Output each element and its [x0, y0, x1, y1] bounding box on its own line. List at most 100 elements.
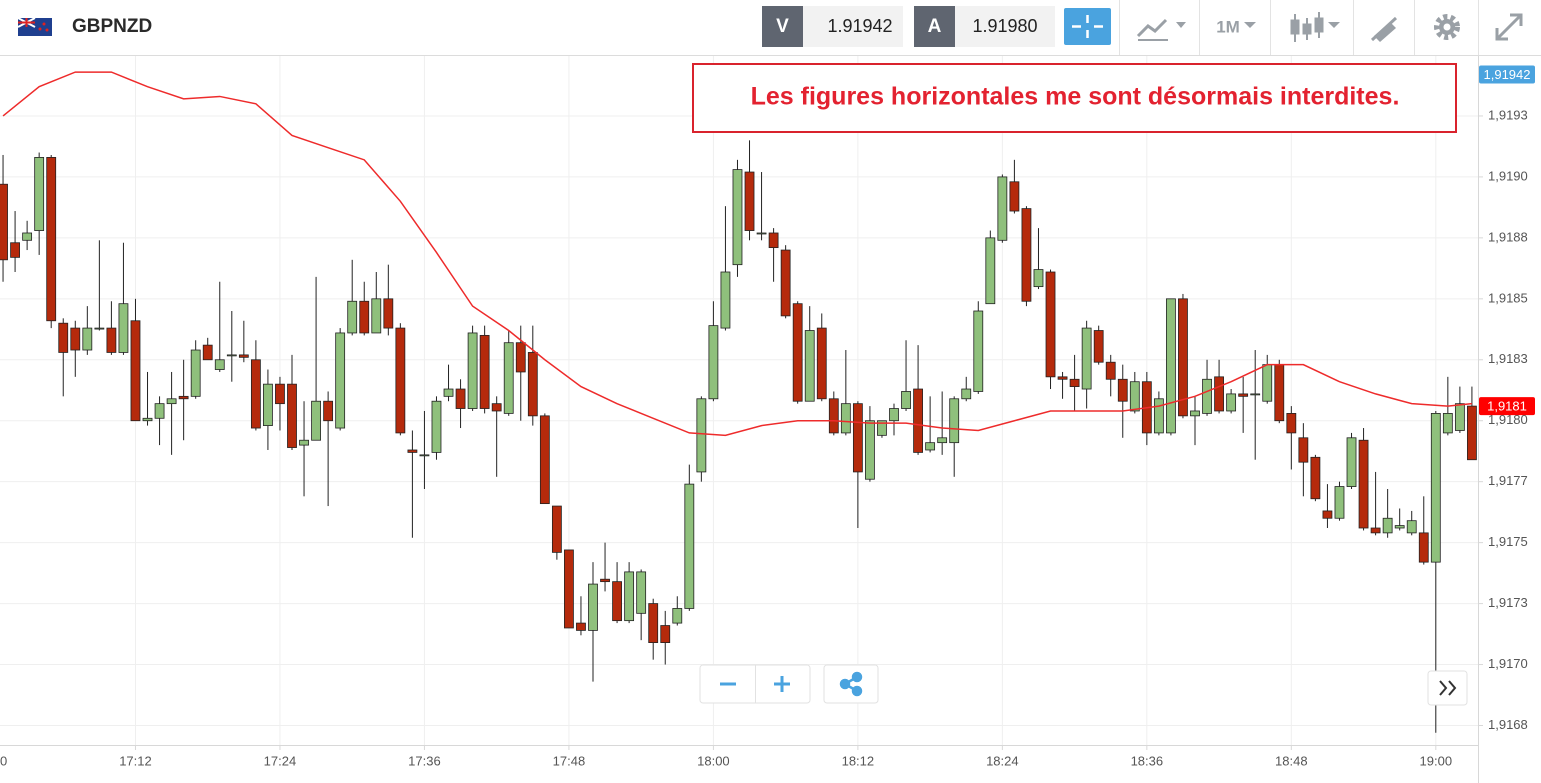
crosshair-icon: [1072, 15, 1103, 38]
candle-body: [792, 303, 803, 402]
candle-body: [178, 395, 189, 400]
candle-body: [479, 334, 490, 409]
candle-body: [515, 342, 526, 373]
candle-body: [1298, 437, 1309, 463]
candle-body: [419, 454, 430, 457]
y-tick-label: 1,9183: [1488, 351, 1528, 366]
candle-body: [34, 157, 45, 231]
candle-body: [58, 322, 69, 353]
ask-button[interactable]: [914, 6, 955, 47]
candle-body: [491, 403, 502, 412]
chart-type-button[interactable]: [1136, 18, 1186, 41]
candle-body: [1069, 378, 1080, 387]
settings-button[interactable]: [1434, 14, 1460, 40]
candle-body: [937, 437, 948, 444]
candle-body: [503, 342, 514, 414]
candle-body: [250, 359, 261, 429]
candle-body: [323, 400, 334, 422]
y-tick-label: 1,9190: [1488, 168, 1528, 183]
candle-body: [287, 383, 297, 448]
candle-body: [407, 449, 418, 453]
candle-body: [1310, 456, 1321, 500]
candle-body: [1045, 271, 1056, 378]
candle-body: [1081, 327, 1092, 390]
candle-body: [660, 625, 671, 643]
candle-body: [708, 325, 719, 400]
candle-body: [22, 232, 33, 241]
fullscreen-button[interactable]: [1495, 13, 1523, 41]
candle-body: [130, 320, 141, 422]
candle-body: [1009, 181, 1020, 212]
candle-body: [1418, 532, 1429, 563]
x-tick-label: 18:24: [986, 753, 1019, 768]
candle-body: [226, 354, 237, 357]
candle-body: [371, 298, 382, 334]
bid-button[interactable]: [762, 6, 803, 47]
candle-body: [1262, 364, 1273, 402]
timeframe-button[interactable]: 1M: [1216, 17, 1240, 36]
candle-body: [1467, 405, 1477, 461]
candle-body: [756, 232, 767, 235]
draw-tool-button[interactable]: [1370, 16, 1398, 42]
candle-body: [840, 403, 851, 434]
share-button[interactable]: [839, 671, 863, 697]
candle-body: [961, 388, 972, 400]
bid-label: V: [776, 16, 789, 37]
candle-body: [1093, 330, 1104, 363]
candle-body: [347, 300, 358, 334]
candle-body: [1394, 525, 1405, 529]
timeframe-caret: [1244, 22, 1256, 28]
y-tick-label: 1,9188: [1488, 229, 1528, 244]
axes: 1,91681,91701,91731,91751,91771,91801,91…: [0, 65, 1535, 768]
candle-body: [588, 583, 598, 631]
candle-body: [1286, 413, 1297, 434]
candle-body: [1033, 269, 1044, 288]
candle-body: [214, 359, 225, 370]
x-tick-label: 18:36: [1131, 753, 1164, 768]
candle-body: [1214, 376, 1224, 412]
y-tick-label: 1,9185: [1488, 290, 1528, 305]
candle-body: [1334, 486, 1345, 519]
crosshair-button[interactable]: [1064, 8, 1111, 45]
candle-body: [443, 388, 454, 397]
candle-body: [973, 310, 984, 392]
y-tick-label: 1,9193: [1488, 107, 1528, 122]
candle-style-button[interactable]: [1290, 12, 1340, 42]
candle-body: [311, 400, 321, 441]
candle-body: [852, 403, 863, 473]
y-tick-label: 1,9170: [1488, 656, 1528, 671]
candle-body: [612, 581, 622, 622]
candle-body: [1129, 381, 1140, 412]
candle-body: [985, 237, 996, 305]
candle-body: [94, 327, 105, 330]
candle-body: [1238, 393, 1249, 397]
candle-body: [780, 249, 791, 317]
candle-body: [1178, 298, 1188, 417]
candle-body: [190, 349, 201, 397]
annotation: Les figures horizontales me sont désorma…: [751, 83, 1400, 111]
candle-body: [1442, 413, 1453, 434]
candle-body: [744, 171, 755, 231]
x-tick-label: 18:00: [697, 753, 730, 768]
candle-body: [828, 398, 839, 434]
candle-body: [648, 603, 659, 643]
candle-body: [118, 303, 129, 353]
candle-body: [70, 327, 81, 351]
candle-body: [1021, 208, 1032, 302]
ask-label: A: [928, 16, 942, 37]
scroll-end-button[interactable]: [1439, 680, 1457, 696]
candle-body: [527, 352, 538, 417]
zoom-in-button[interactable]: [774, 676, 790, 692]
candle-body: [865, 420, 875, 480]
candle-body: [395, 327, 406, 434]
candle-body: [0, 183, 8, 261]
ask-box: [955, 6, 1055, 47]
candle-body: [901, 391, 911, 409]
candle-body: [154, 403, 165, 419]
bid-price: 1.91942: [827, 16, 892, 36]
bid-box: [803, 6, 903, 47]
candle-body: [551, 505, 562, 553]
x-tick-label: 18:48: [1275, 753, 1308, 768]
plot-area: [0, 71, 1477, 733]
